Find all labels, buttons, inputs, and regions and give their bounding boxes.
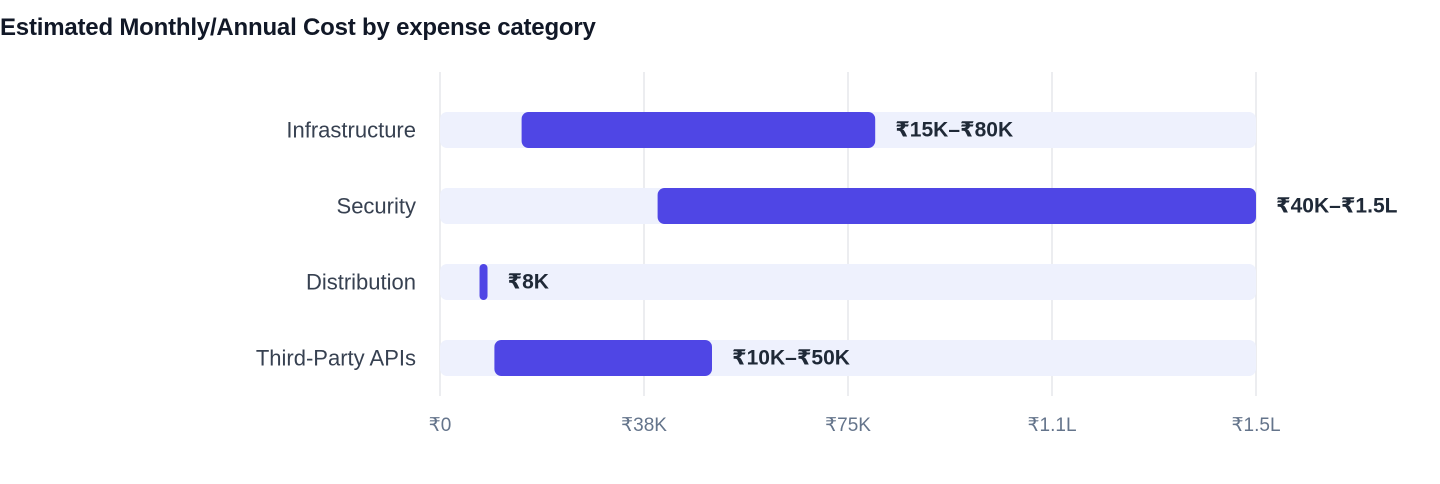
x-tick-label: ₹1.5L: [1231, 415, 1280, 436]
range-bar: [494, 340, 712, 376]
range-bar: [479, 264, 488, 300]
value-label: ₹40K–₹1.5L: [1276, 195, 1398, 218]
labels: ₹0 ₹38K ₹75K ₹1.1L ₹1.5L Infrastructure ₹15K–₹…: [256, 118, 1398, 437]
value-label: ₹8K: [508, 271, 549, 294]
x-tick-label: ₹75K: [825, 415, 871, 436]
range-bar: [657, 188, 1256, 224]
value-label: ₹10K–₹50K: [732, 347, 850, 370]
category-label: Distribution: [306, 270, 416, 295]
x-tick-label: ₹0: [429, 415, 452, 436]
range-bar: [521, 112, 876, 148]
chart-title: Estimated Monthly/Annual Cost by expense…: [0, 14, 596, 41]
bar-track: [440, 264, 1256, 300]
value-label: ₹15K–₹80K: [895, 119, 1013, 142]
x-tick-label: ₹1.1L: [1027, 415, 1076, 436]
category-label: Third-Party APIs: [256, 346, 416, 371]
bars: [440, 112, 1256, 376]
category-label: Infrastructure: [286, 118, 416, 143]
x-tick-label: ₹38K: [621, 415, 667, 436]
category-label: Security: [337, 194, 416, 219]
